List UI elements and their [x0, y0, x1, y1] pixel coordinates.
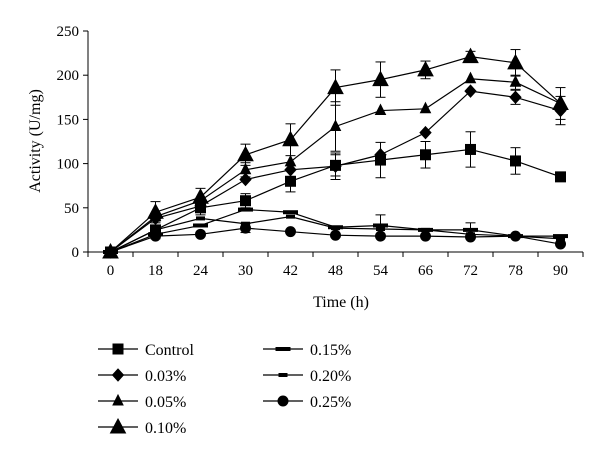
- x-tick-label: 48: [328, 263, 343, 279]
- data-point: [373, 223, 388, 228]
- series-0.25%: [105, 222, 566, 258]
- data-point: [192, 188, 209, 204]
- legend-marker: [112, 343, 124, 355]
- legend-item: 0.20%: [263, 368, 351, 385]
- x-axis-title: Time (h): [313, 294, 369, 311]
- axes: 0 50 100 150 200 250 0 18 24 30 42 48 54 66 72 78 90: [57, 24, 584, 279]
- series-0.03%: [104, 84, 567, 259]
- y-tick-label: 50: [64, 201, 79, 217]
- data-point: [327, 78, 344, 95]
- data-point: [510, 230, 521, 242]
- legend-item: 0.05%: [98, 393, 186, 411]
- x-tick-label: 54: [373, 263, 389, 279]
- legend-item: 0.25%: [263, 394, 351, 411]
- data-point: [150, 230, 161, 242]
- legend-item: 0.03%: [98, 368, 186, 385]
- data-point: [417, 60, 434, 77]
- legend: Control 0.03% 0.05% 0.10% 0.15% 0.20% 0.25%: [98, 342, 351, 437]
- data-point: [147, 203, 164, 219]
- data-point: [282, 130, 299, 147]
- data-point: [509, 75, 522, 87]
- y-tick-label: 0: [72, 245, 80, 261]
- data-point: [555, 238, 566, 250]
- data-point: [240, 222, 251, 234]
- data-point: [286, 214, 295, 219]
- legend-marker: [277, 395, 289, 407]
- data-point: [464, 71, 477, 84]
- data-point: [195, 228, 206, 240]
- legend-marker: [278, 373, 288, 377]
- data-point: [285, 226, 296, 238]
- data-point: [419, 125, 432, 140]
- data-point: [105, 246, 116, 258]
- y-tick-label: 150: [57, 112, 80, 128]
- x-tick-label: 24: [193, 263, 209, 279]
- data-point: [193, 223, 208, 228]
- data-point: [329, 159, 342, 173]
- legend-label: 0.20%: [310, 368, 351, 385]
- legend-marker: [112, 393, 124, 406]
- data-point: [284, 163, 297, 177]
- legend-item: 0.15%: [263, 342, 351, 359]
- data-point: [465, 231, 476, 243]
- data-point: [284, 154, 297, 167]
- data-point: [330, 229, 341, 241]
- series-0.10%: [102, 47, 569, 259]
- x-tick-label: 90: [553, 263, 568, 279]
- data-point: [285, 175, 296, 187]
- legend-label: 0.10%: [145, 420, 186, 437]
- data-point: [463, 227, 478, 232]
- y-tick-label: 250: [57, 24, 80, 40]
- data-point: [283, 210, 298, 215]
- x-tick-label: 30: [238, 263, 253, 279]
- x-tick-label: 18: [148, 263, 163, 279]
- legend-label: Control: [145, 342, 194, 359]
- data-point: [465, 143, 476, 155]
- data-point: [555, 171, 566, 183]
- data-point: [237, 145, 254, 162]
- y-tick-label: 200: [57, 68, 80, 84]
- data-point: [239, 162, 252, 175]
- legend-label: 0.25%: [310, 394, 351, 411]
- data-point: [196, 216, 205, 221]
- data-point: [419, 101, 432, 114]
- legend-label: 0.05%: [145, 394, 186, 411]
- legend-marker: [275, 347, 291, 351]
- data-point: [374, 148, 387, 162]
- x-tick-label: 0: [107, 263, 115, 279]
- data-point: [375, 230, 386, 242]
- legend-marker: [111, 368, 125, 382]
- data-point: [509, 90, 522, 105]
- y-axis-title: Activity (U/mg): [27, 89, 44, 193]
- legend-label: 0.15%: [310, 342, 351, 359]
- legend-item: 0.10%: [98, 417, 186, 437]
- data-point: [372, 70, 389, 87]
- x-tick-label: 72: [463, 263, 478, 279]
- data-point: [462, 47, 479, 64]
- data-point: [238, 207, 253, 212]
- series-layer: [102, 47, 569, 259]
- data-point: [331, 226, 340, 231]
- legend-label: 0.03%: [145, 368, 186, 385]
- data-point: [374, 103, 387, 116]
- data-point: [329, 119, 342, 131]
- x-tick-label: 42: [283, 263, 298, 279]
- legend-item: Control: [98, 342, 194, 359]
- data-point: [464, 84, 477, 98]
- x-tick-label: 78: [508, 263, 523, 279]
- data-point: [552, 94, 569, 110]
- data-point: [420, 149, 431, 161]
- legend-marker: [109, 417, 127, 434]
- y-tick-label: 100: [57, 157, 80, 173]
- data-point: [376, 227, 385, 232]
- data-point: [420, 230, 431, 242]
- data-point: [240, 195, 251, 207]
- data-point: [507, 53, 524, 70]
- data-point: [510, 155, 521, 167]
- x-tick-label: 66: [418, 263, 434, 279]
